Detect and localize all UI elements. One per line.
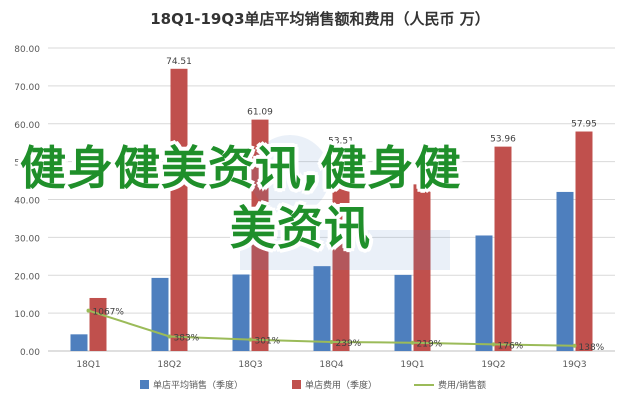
- ratio-line: [86, 308, 577, 348]
- line-point: [410, 340, 415, 345]
- bar: [313, 266, 331, 351]
- bar-data-label: 53.96: [490, 135, 516, 145]
- bar: [89, 297, 107, 351]
- legend-label: 单店费用（季度）: [305, 379, 377, 391]
- line-point: [248, 337, 253, 342]
- y-tick-label: 80.00: [14, 45, 40, 55]
- line-data-label: 138%: [579, 343, 605, 353]
- bar: [475, 235, 493, 351]
- bar: [332, 148, 350, 351]
- legend-label: 费用/销售额: [438, 379, 486, 391]
- x-tick-label: 18Q3: [238, 360, 262, 370]
- bar-data-label: 61.09: [247, 108, 273, 118]
- line-data-label: 1067%: [93, 308, 125, 318]
- bar: [232, 274, 250, 351]
- line-data-label: 219%: [417, 340, 443, 350]
- y-tick-label: 20.00: [14, 272, 40, 282]
- x-axis: 18Q1 18Q2 18Q3 18Q4 19Q1 19Q2 19Q3: [48, 350, 615, 370]
- y-tick-label: 30.00: [14, 234, 40, 244]
- line-point: [167, 334, 172, 339]
- line-data-label: 176%: [498, 341, 524, 351]
- y-tick-label: 0.00: [20, 348, 40, 358]
- y-tick-label: 40.00: [14, 197, 40, 207]
- legend-swatch: [292, 380, 301, 389]
- bar: [151, 277, 169, 351]
- chart-title: 18Q1-19Q3单店平均销售额和费用（人民币 万）: [150, 10, 490, 28]
- bar-data-label: 57.95: [571, 120, 597, 130]
- line-data-label: 239%: [336, 339, 362, 349]
- bars: [70, 68, 593, 352]
- bar-data-label: 74.51: [166, 57, 192, 67]
- y-tick-label: 10.00: [14, 310, 40, 320]
- overlay-line-2: 美资讯: [230, 201, 371, 255]
- line-point: [329, 339, 334, 344]
- bar: [413, 184, 431, 351]
- bar: [494, 146, 512, 351]
- line-point: [86, 308, 91, 313]
- bar: [556, 191, 574, 351]
- x-tick-label: 18Q4: [319, 360, 344, 370]
- y-tick-label: 70.00: [14, 83, 40, 93]
- x-tick-label: 19Q2: [481, 360, 505, 370]
- x-tick-label: 19Q1: [400, 360, 424, 370]
- line-point: [572, 343, 577, 348]
- watermark-logo: [240, 135, 450, 270]
- x-tick-label: 18Q2: [157, 360, 181, 370]
- x-tick-label: 18Q1: [76, 360, 100, 370]
- line-point: [491, 342, 496, 347]
- y-tick-label: 60.00: [14, 121, 40, 131]
- data-labels: 74.51 61.09 53.51 53.96 57.95 1067% 383% 301% 23…: [93, 57, 605, 353]
- line-data-label: 383%: [174, 333, 200, 343]
- legend-label: 单店平均销售（季度）: [153, 379, 243, 391]
- overlay-text: 健身健美资讯,健身健 美资讯: [20, 138, 620, 258]
- y-axis: 0.00 10.00 20.00 30.00 40.00 50.00 60.00 70.00 8…: [14, 45, 40, 358]
- overlay-line-1: 健身健美资讯,健身健: [20, 141, 462, 195]
- x-tick-label: 19Q3: [562, 360, 586, 370]
- line-data-label: 301%: [255, 337, 281, 347]
- legend: 单店平均销售（季度） 单店费用（季度） 费用/销售额: [140, 379, 486, 391]
- bar: [394, 274, 412, 351]
- bar: [575, 131, 593, 351]
- y-tick-label: 50.00: [14, 159, 40, 169]
- bar-data-label: 53.51: [328, 136, 354, 146]
- legend-swatch: [140, 380, 149, 389]
- bar: [251, 119, 269, 351]
- bar: [70, 334, 88, 351]
- bar: [170, 68, 188, 352]
